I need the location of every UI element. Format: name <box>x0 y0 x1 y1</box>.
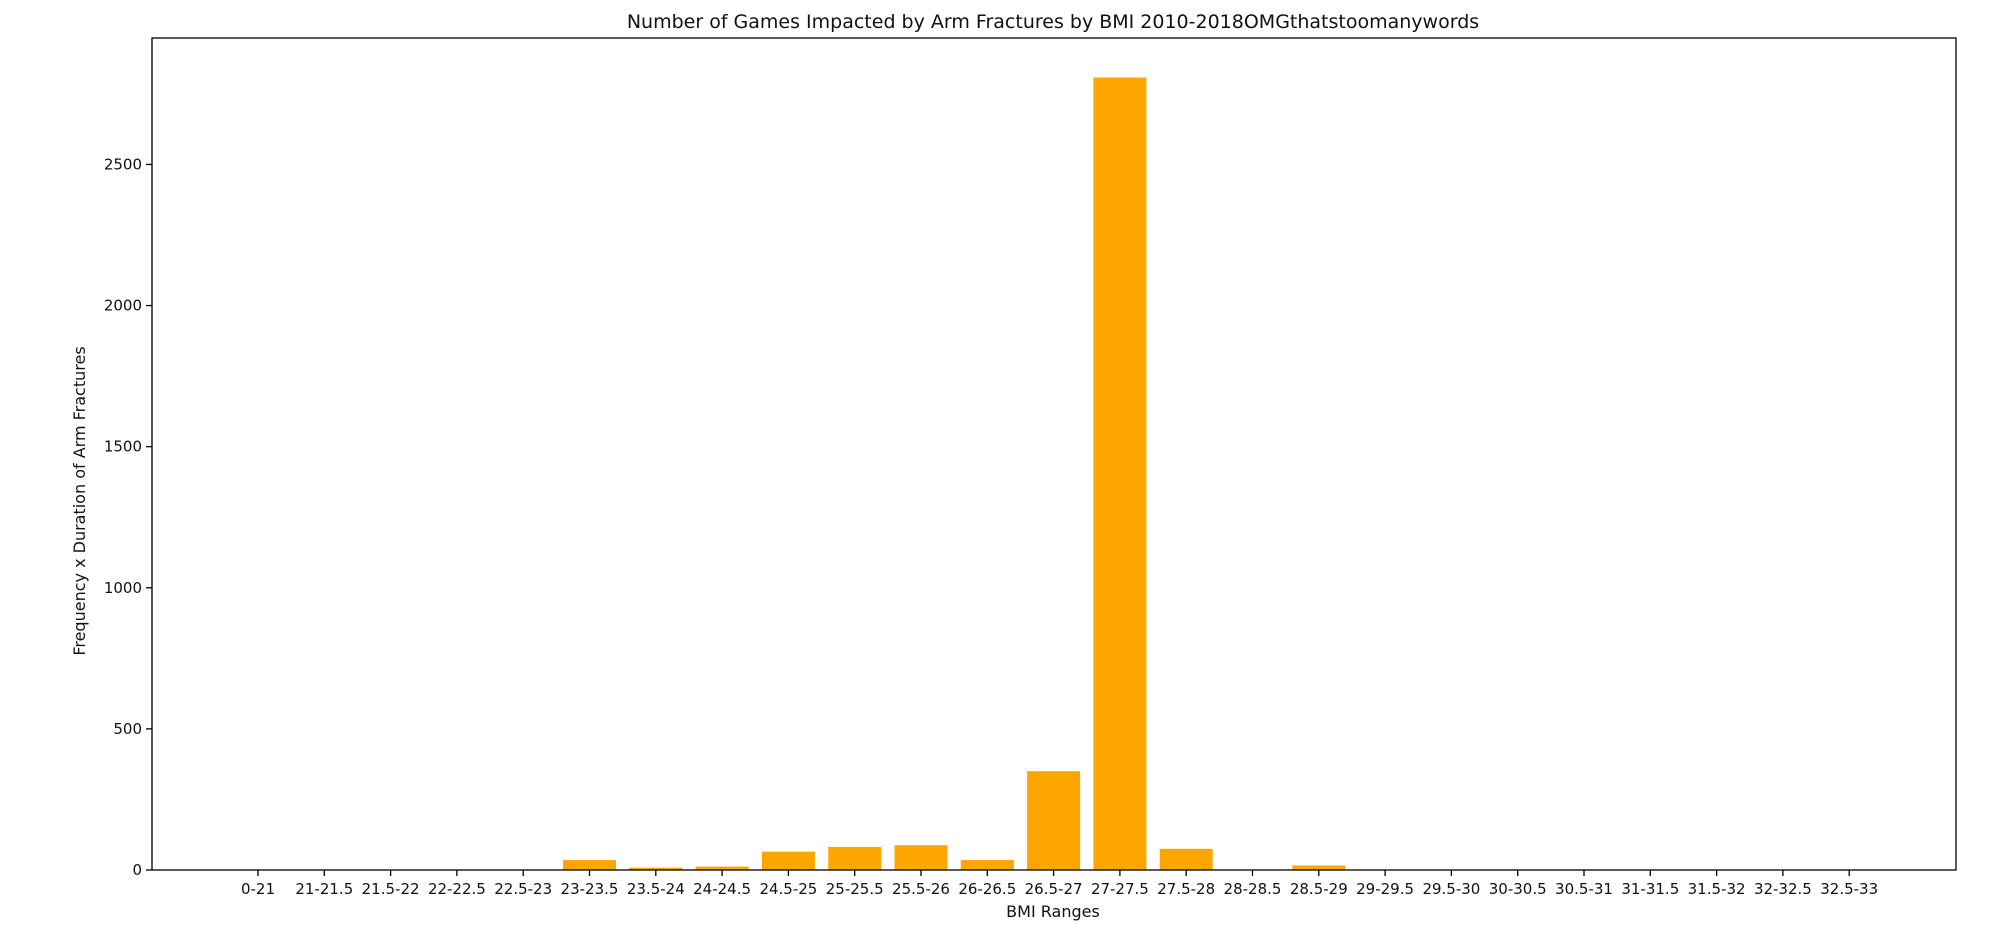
x-tick-label: 27.5-28 <box>1157 880 1215 898</box>
x-tick-label: 26-26.5 <box>958 880 1016 898</box>
bar-28.5-29 <box>1292 865 1346 870</box>
x-tick-label: 23-23.5 <box>561 880 619 898</box>
bar-25-25.5 <box>828 846 882 870</box>
x-tick-label: 21.5-22 <box>362 880 420 898</box>
y-tick-label: 2500 <box>104 155 142 173</box>
bar-27-27.5 <box>1093 77 1147 870</box>
bar-24.5-25 <box>761 851 815 870</box>
x-tick-label: 22-22.5 <box>428 880 486 898</box>
chart-title: Number of Games Impacted by Arm Fracture… <box>627 11 1479 33</box>
x-tick-label: 29.5-30 <box>1422 880 1480 898</box>
x-tick-label: 26.5-27 <box>1025 880 1083 898</box>
x-axis-label: BMI Ranges <box>1006 902 1100 921</box>
y-tick-label: 500 <box>113 720 142 738</box>
bar-26.5-27 <box>1027 771 1081 870</box>
x-tick-label: 31-31.5 <box>1621 880 1679 898</box>
x-tick-label: 22.5-23 <box>494 880 552 898</box>
y-tick-label: 0 <box>132 861 142 879</box>
bar-24-24.5 <box>695 866 749 870</box>
x-tick-label: 31.5-32 <box>1688 880 1746 898</box>
plot-frame <box>151 37 1957 871</box>
x-axis: 0-21 21-21.5 21.5-22 22-22.5 22.5-23 23-23.5 2… <box>241 870 1878 898</box>
bar-25.5-26 <box>894 845 948 870</box>
x-tick-label: 28-28.5 <box>1224 880 1282 898</box>
bar-23.5-24 <box>629 867 683 870</box>
x-tick-label: 24-24.5 <box>693 880 751 898</box>
x-tick-label: 32-32.5 <box>1754 880 1812 898</box>
y-axis: 0 500 1000 1500 2000 2500 <box>104 155 152 879</box>
x-tick-label: 0-21 <box>241 880 275 898</box>
y-tick-label: 2000 <box>104 297 142 315</box>
x-tick-label: 30-30.5 <box>1489 880 1547 898</box>
y-axis-label: Frequency x Duration of Arm Fractures <box>70 346 89 655</box>
bar-26-26.5 <box>960 860 1014 870</box>
y-tick-label: 1000 <box>104 579 142 597</box>
x-tick-label: 32.5-33 <box>1820 880 1878 898</box>
x-tick-label: 27-27.5 <box>1091 880 1149 898</box>
bar-27.5-28 <box>1159 848 1213 870</box>
x-tick-label: 21-21.5 <box>295 880 353 898</box>
x-tick-label: 30.5-31 <box>1555 880 1613 898</box>
bars <box>563 77 1346 870</box>
x-tick-label: 24.5-25 <box>759 880 817 898</box>
y-tick-label: 1500 <box>104 438 142 456</box>
x-tick-label: 29-29.5 <box>1356 880 1414 898</box>
x-tick-label: 25.5-26 <box>892 880 950 898</box>
x-tick-label: 25-25.5 <box>826 880 884 898</box>
x-tick-label: 28.5-29 <box>1290 880 1348 898</box>
plot-area: 0 500 1000 1500 2000 2500 0-21 21-21.5 21.5-22 2… <box>104 37 1957 898</box>
x-tick-label: 23.5-24 <box>627 880 685 898</box>
bar-23-23.5 <box>563 860 616 870</box>
